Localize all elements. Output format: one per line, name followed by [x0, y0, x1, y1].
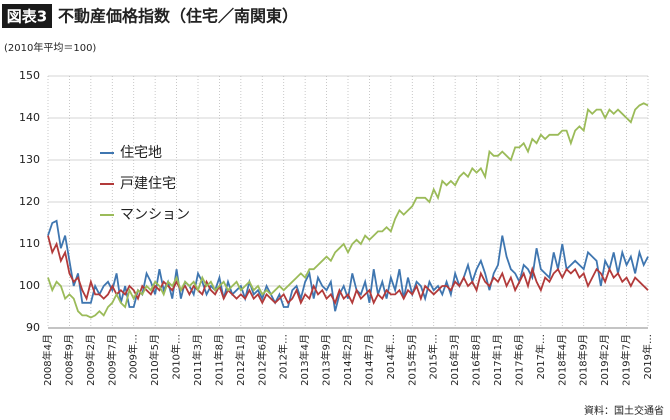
x-tick-label: 2019年2月 — [598, 334, 611, 386]
x-tick-label: 2015年… — [427, 334, 440, 379]
x-tick-label: 2019年7月 — [620, 334, 633, 386]
x-tick-label: 2014年7月 — [362, 334, 375, 386]
x-tick-label: 2010年5月 — [148, 334, 161, 386]
x-tick-label: 2012年… — [277, 334, 290, 379]
series-line — [47, 235, 649, 306]
badge-box — [2, 4, 52, 28]
x-tick-label: 2019年… — [641, 334, 654, 379]
badge: 図表3 — [7, 8, 47, 26]
x-tick-label: 2008年9月 — [62, 334, 75, 386]
x-tick-label: 2014年… — [384, 334, 397, 379]
source: 資料：国土交通省 — [584, 404, 664, 417]
x-tick-label: 2013年4月 — [298, 334, 311, 386]
x-tick-label: 2016年3月 — [448, 334, 461, 386]
chart-title: 不動産価格指数（住宅／南関東） — [58, 7, 298, 26]
y-tick-label: 90 — [26, 321, 40, 334]
x-tick-label: 2009年2月 — [84, 334, 97, 386]
x-tick-label: 2016年8月 — [470, 334, 483, 386]
x-tick-label: 2008年4月 — [41, 334, 54, 386]
y-tick-label: 130 — [19, 153, 40, 166]
x-tick-label: 2009年… — [127, 334, 140, 379]
y-tick-label: 150 — [19, 69, 40, 82]
x-tick-label: 2011年8月 — [212, 334, 225, 386]
y-tick-label: 100 — [19, 279, 40, 292]
y-tick-label: 120 — [19, 195, 40, 208]
x-tick-label: 2017年… — [534, 334, 547, 379]
x-tick-label: 2011年3月 — [191, 334, 204, 386]
y-tick-label: 110 — [19, 237, 40, 250]
x-tick-label: 2010年… — [170, 334, 183, 379]
x-tick-label: 2015年5月 — [405, 334, 418, 386]
legend-label: マンション — [120, 207, 190, 223]
x-tick-label: 2018年9月 — [577, 334, 590, 386]
legend-label: 戸建住宅 — [120, 176, 176, 192]
x-tick-label: 2017年6月 — [512, 334, 525, 386]
subtitle: (2010年平均＝100) — [4, 41, 96, 54]
x-tick-label: 2018年4月 — [555, 334, 568, 386]
x-tick-label: 2017年1月 — [491, 334, 504, 386]
x-tick-label: 2012年6月 — [255, 334, 268, 386]
series-line — [47, 219, 649, 312]
y-tick-label: 140 — [19, 111, 40, 124]
x-tick-label: 2009年7月 — [105, 334, 118, 386]
x-tick-label: 2013年9月 — [320, 334, 333, 386]
x-tick-label: 2012年1月 — [234, 334, 247, 386]
x-tick-label: 2014年2月 — [341, 334, 354, 386]
series-line — [47, 102, 649, 319]
legend-label: 住宅地 — [120, 145, 162, 161]
